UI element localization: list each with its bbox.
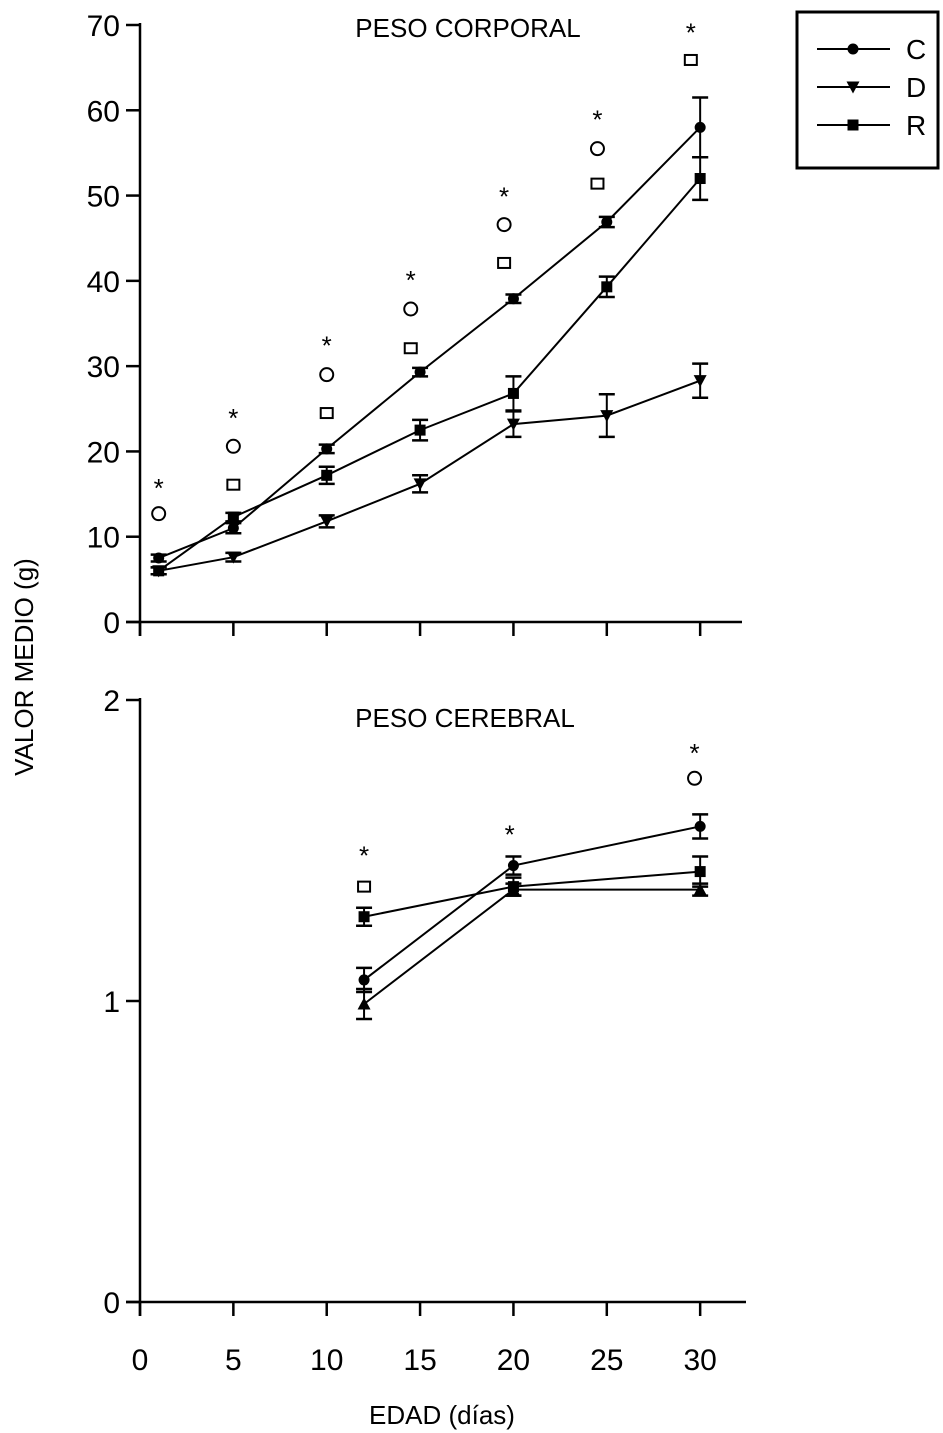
- y-tick-label: 40: [87, 266, 120, 299]
- significance-circle: [496, 217, 512, 233]
- y-axis-label: VALOR MEDIO (g): [9, 558, 39, 776]
- significance-star: *: [505, 819, 515, 849]
- significance-square: [590, 177, 605, 190]
- significance-square: [319, 407, 334, 420]
- significance-circle: [151, 506, 167, 522]
- y-tick-label: 50: [87, 181, 120, 214]
- series-line-D: [158, 379, 701, 572]
- significance-square: [497, 256, 512, 269]
- data-point-C: [601, 216, 613, 228]
- data-point-R: [321, 469, 333, 481]
- panel-title-brain-weight: PESO CEREBRAL: [355, 703, 575, 733]
- data-point-R: [153, 565, 165, 577]
- y-tick-label: 60: [87, 95, 120, 128]
- legend-label-D: D: [906, 72, 926, 103]
- data-point-R: [694, 866, 706, 878]
- y-tick-label: 30: [87, 351, 120, 384]
- data-point-D: [506, 418, 520, 431]
- data-point-D: [320, 515, 334, 528]
- x-tick-label: 10: [310, 1344, 343, 1377]
- x-tick-label: 0: [132, 1344, 149, 1377]
- data-point-C: [414, 366, 426, 378]
- significance-star: *: [499, 181, 509, 211]
- y-tick-label: 0: [103, 1287, 120, 1320]
- legend-label-C: C: [906, 34, 926, 65]
- body-weight-panel: 0 10 20 30 40 50 60 70 * * * * * * *: [87, 10, 742, 640]
- series-line-C: [158, 126, 701, 559]
- significance-star: *: [322, 331, 332, 361]
- data-point-C: [321, 443, 333, 455]
- y-tick-label: 0: [103, 607, 120, 640]
- y-tick-label: 2: [103, 685, 120, 718]
- y-tick-label: 70: [87, 10, 120, 43]
- x-tick-label: 15: [403, 1344, 436, 1377]
- data-point-R: [358, 911, 370, 923]
- significance-star: *: [686, 18, 696, 48]
- significance-star: *: [359, 841, 369, 871]
- data-point-D: [357, 997, 371, 1010]
- significance-star: *: [689, 738, 699, 768]
- significance-circle: [319, 367, 335, 383]
- x-tick-label: 25: [590, 1344, 623, 1377]
- significance-square: [357, 880, 372, 893]
- data-point-C: [507, 293, 519, 305]
- data-point-R: [227, 511, 239, 523]
- data-point-D: [693, 375, 707, 388]
- legend-label-R: R: [906, 110, 926, 141]
- legend: CDR: [795, 10, 940, 170]
- x-axis-label: EDAD (días): [369, 1400, 515, 1430]
- series-line-R: [363, 870, 701, 918]
- significance-star: *: [154, 473, 164, 503]
- significance-star: *: [406, 265, 416, 295]
- data-point-C: [358, 974, 370, 986]
- series-line-C: [363, 825, 701, 981]
- significance-square: [226, 478, 241, 491]
- x-tick-label: 30: [683, 1344, 716, 1377]
- significance-star: *: [592, 105, 602, 135]
- legend-marker-C: [847, 43, 859, 55]
- y-tick-label: 20: [87, 436, 120, 469]
- legend-marker-R: [847, 119, 859, 131]
- significance-square: [403, 342, 418, 355]
- y-tick-label: 10: [87, 522, 120, 555]
- data-point-C: [227, 522, 239, 534]
- significance-circle: [225, 438, 241, 454]
- data-point-R: [694, 173, 706, 185]
- significance-star: *: [228, 403, 238, 433]
- significance-circle: [687, 770, 703, 786]
- panel-title-body-weight: PESO CORPORAL: [355, 13, 580, 43]
- significance-circle: [589, 141, 605, 157]
- data-point-C: [507, 860, 519, 872]
- data-point-D: [600, 410, 614, 423]
- data-point-D: [226, 551, 240, 564]
- x-tick-label: 5: [225, 1344, 242, 1377]
- data-point-C: [694, 820, 706, 832]
- legend-box: [795, 10, 940, 170]
- data-point-R: [414, 424, 426, 436]
- data-point-R: [507, 387, 519, 399]
- significance-square: [683, 53, 698, 66]
- data-point-R: [507, 881, 519, 893]
- y-tick-label: 1: [103, 986, 120, 1019]
- significance-circle: [403, 301, 419, 317]
- data-point-D: [693, 883, 707, 896]
- data-point-D: [413, 478, 427, 491]
- data-point-R: [601, 281, 613, 293]
- x-tick-label: 20: [497, 1344, 530, 1377]
- data-point-C: [694, 121, 706, 133]
- legend-marker-D: [846, 81, 860, 94]
- data-point-C: [153, 552, 165, 564]
